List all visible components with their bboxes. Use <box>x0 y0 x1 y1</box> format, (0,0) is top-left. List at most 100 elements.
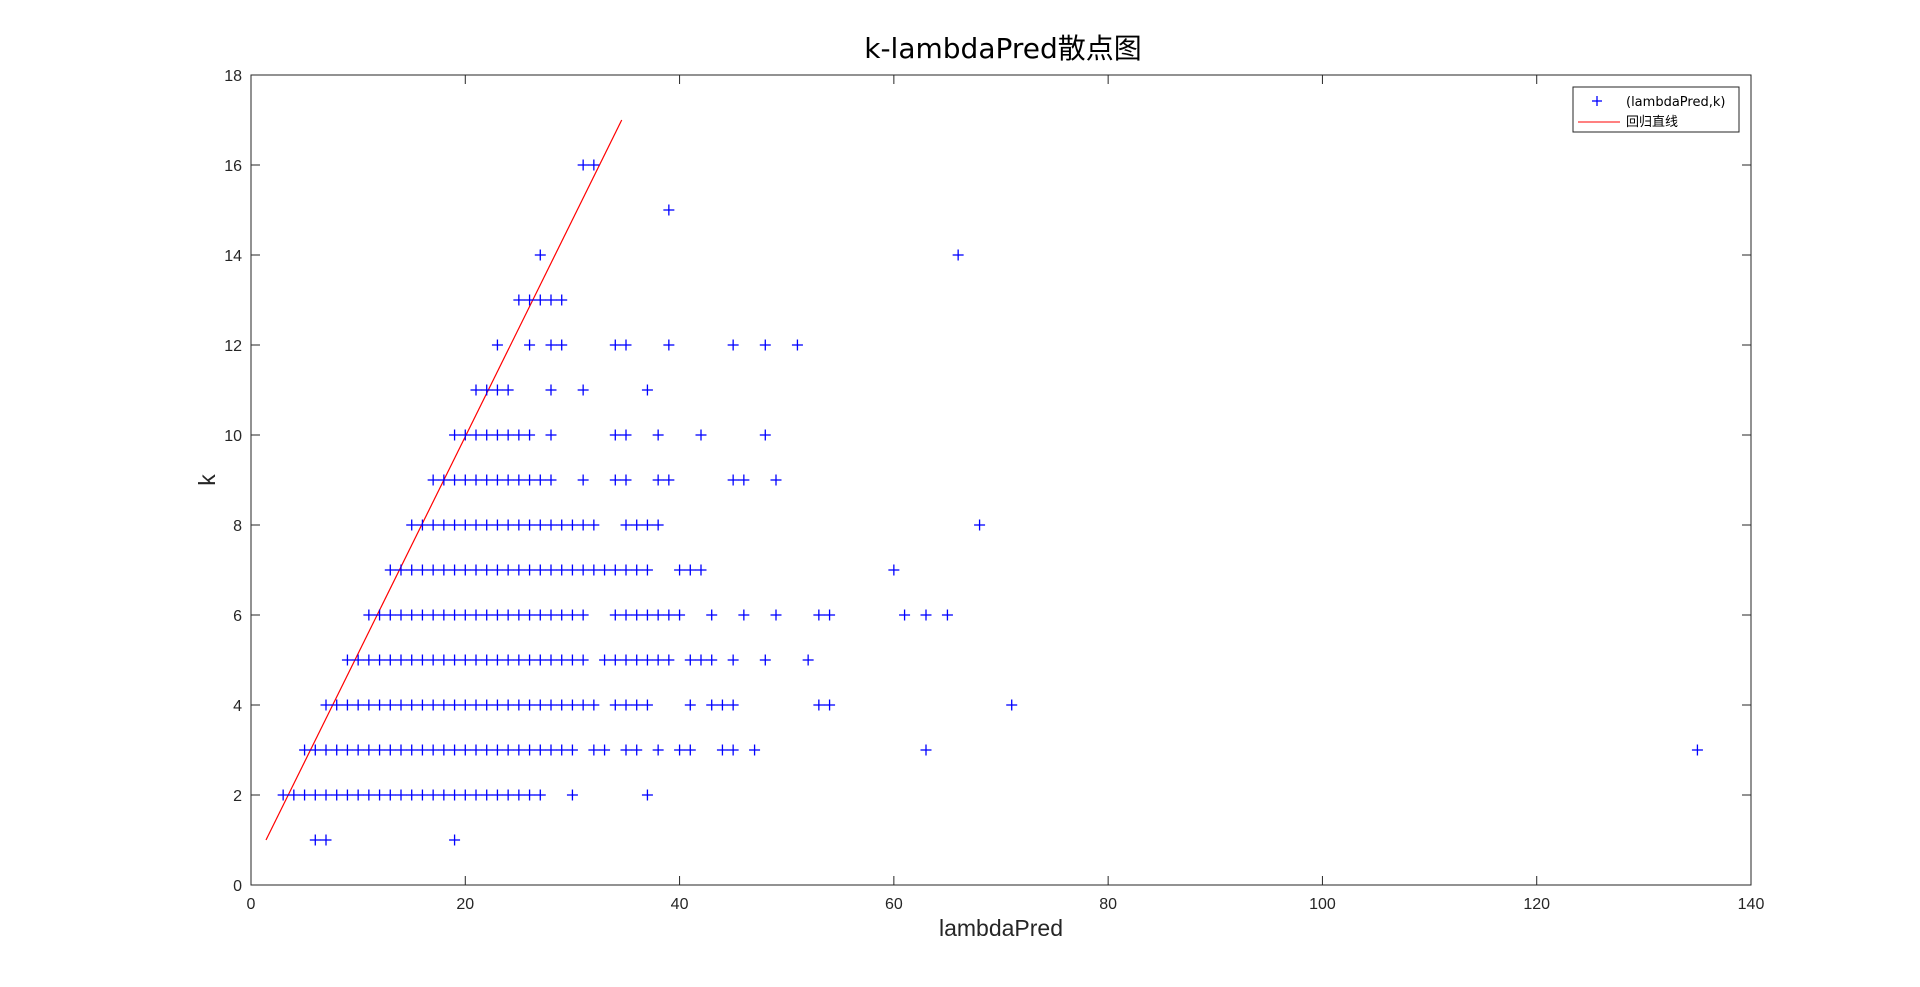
data-point-71 <box>352 699 364 711</box>
data-point-205 <box>888 564 900 576</box>
data-point-287 <box>663 204 675 216</box>
data-point-187 <box>491 564 503 576</box>
data-point-136 <box>695 654 707 666</box>
data-point-27 <box>534 789 546 801</box>
data-point-277 <box>727 339 739 351</box>
data-point-196 <box>588 564 600 576</box>
x-tick-label-0: 0 <box>247 896 256 913</box>
data-point-35 <box>352 744 364 756</box>
data-point-180 <box>416 564 428 576</box>
data-point-143 <box>384 609 396 621</box>
data-point-284 <box>556 294 568 306</box>
data-point-267 <box>545 384 557 396</box>
data-point-132 <box>641 654 653 666</box>
data-point-74 <box>384 699 396 711</box>
data-point-235 <box>491 474 503 486</box>
data-point-223 <box>588 519 600 531</box>
data-point-226 <box>641 519 653 531</box>
data-point-259 <box>620 429 632 441</box>
data-point-270 <box>491 339 503 351</box>
data-point-134 <box>663 654 675 666</box>
data-point-65 <box>749 744 761 756</box>
data-point-145 <box>406 609 418 621</box>
data-point-76 <box>406 699 418 711</box>
data-point-81 <box>459 699 471 711</box>
data-point-146 <box>416 609 428 621</box>
data-point-261 <box>695 429 707 441</box>
data-point-56 <box>588 744 600 756</box>
data-point-16 <box>416 789 428 801</box>
data-point-181 <box>427 564 439 576</box>
data-point-61 <box>674 744 686 756</box>
data-point-198 <box>609 564 621 576</box>
x-tick-label-4: 80 <box>1099 896 1117 913</box>
data-point-8 <box>331 789 343 801</box>
data-point-189 <box>513 564 525 576</box>
data-point-80 <box>449 699 461 711</box>
data-point-280 <box>513 294 525 306</box>
data-point-265 <box>491 384 503 396</box>
data-point-133 <box>652 654 664 666</box>
data-point-105 <box>341 654 353 666</box>
data-point-185 <box>470 564 482 576</box>
data-point-251 <box>470 429 482 441</box>
data-point-20 <box>459 789 471 801</box>
data-point-47 <box>481 744 493 756</box>
data-point-4 <box>288 789 300 801</box>
data-point-28 <box>566 789 578 801</box>
data-point-253 <box>491 429 503 441</box>
data-point-99 <box>706 699 718 711</box>
data-point-84 <box>491 699 503 711</box>
data-point-254 <box>502 429 514 441</box>
data-point-214 <box>491 519 503 531</box>
data-point-260 <box>652 429 664 441</box>
data-point-131 <box>631 654 643 666</box>
data-point-90 <box>556 699 568 711</box>
data-point-79 <box>438 699 450 711</box>
y-tick-label-7: 14 <box>224 248 242 265</box>
data-point-97 <box>641 699 653 711</box>
data-point-75 <box>395 699 407 711</box>
data-point-92 <box>577 699 589 711</box>
data-point-32 <box>320 744 332 756</box>
data-point-83 <box>481 699 493 711</box>
data-point-195 <box>577 564 589 576</box>
data-point-125 <box>556 654 568 666</box>
data-point-141 <box>363 609 375 621</box>
legend-box <box>1572 86 1740 133</box>
data-point-153 <box>491 609 503 621</box>
data-point-23 <box>491 789 503 801</box>
data-point-57 <box>599 744 611 756</box>
data-point-194 <box>566 564 578 576</box>
data-point-55 <box>566 744 578 756</box>
y-tick-label-4: 8 <box>233 518 242 535</box>
data-point-30 <box>299 744 311 756</box>
data-point-7 <box>320 789 332 801</box>
data-point-169 <box>706 609 718 621</box>
x-tick-label-5: 100 <box>1309 896 1336 913</box>
data-point-182 <box>438 564 450 576</box>
data-point-115 <box>449 654 461 666</box>
data-point-140 <box>802 654 814 666</box>
data-point-210 <box>449 519 461 531</box>
data-point-50 <box>513 744 525 756</box>
data-point-26 <box>524 789 536 801</box>
data-point-218 <box>534 519 546 531</box>
data-point-29 <box>641 789 653 801</box>
data-point-228 <box>974 519 986 531</box>
data-point-206 <box>406 519 418 531</box>
data-point-173 <box>824 609 836 621</box>
y-tick-label-0: 0 <box>233 878 242 895</box>
data-point-52 <box>534 744 546 756</box>
data-point-269 <box>641 384 653 396</box>
data-point-286 <box>952 249 964 261</box>
data-point-257 <box>545 429 557 441</box>
data-point-203 <box>684 564 696 576</box>
data-point-192 <box>545 564 557 576</box>
data-point-45 <box>459 744 471 756</box>
data-point-248 <box>770 474 782 486</box>
data-point-51 <box>524 744 536 756</box>
y-tick-label-2: 4 <box>233 698 242 715</box>
data-point-93 <box>588 699 600 711</box>
